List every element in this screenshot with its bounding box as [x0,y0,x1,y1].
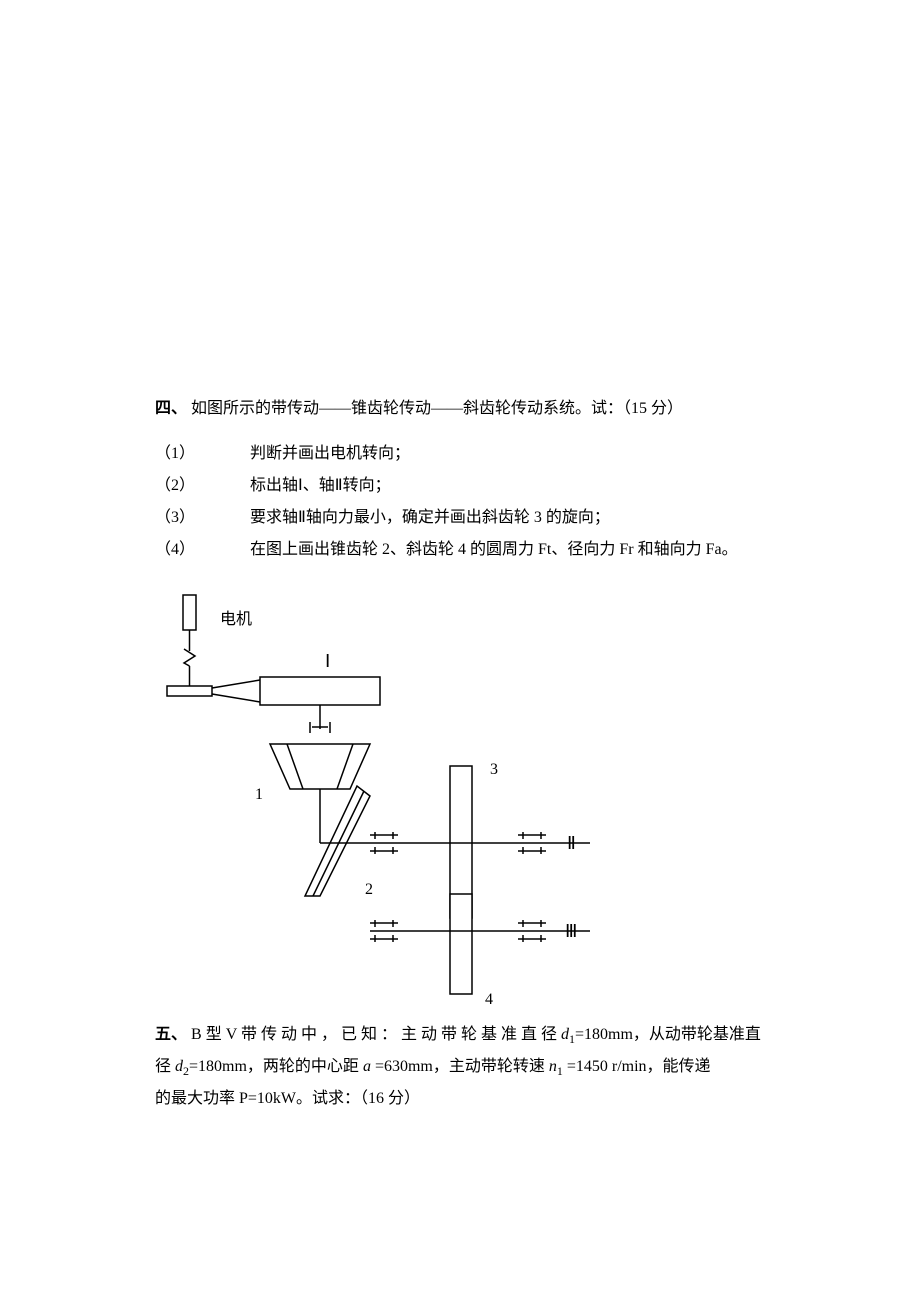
var-d1: d [561,1026,569,1043]
label-shaft3: Ⅲ [565,921,577,942]
q4-items: （1） 判断并画出电机转向； （2） 标出轴Ⅰ、轴Ⅱ转向； （3） 要求轴Ⅱ轴向… [155,438,800,566]
transmission-diagram: 电机 Ⅰ 1 2 3 Ⅱ Ⅲ 4 [160,591,600,1011]
label-gear2: 2 [365,881,373,899]
q5-p2: =180mm，从动带轮基准直 [575,1026,761,1043]
q4-item-1: （1） 判断并画出电机转向； [155,438,800,470]
diagram-svg [160,591,600,1011]
item-text: 要求轴Ⅱ轴向力最小，确定并画出斜齿轮 3 的旋向； [250,502,800,534]
q4-title: 如图所示的带传动——锥齿轮传动——斜齿轮传动系统。试：（15 分） [187,400,683,417]
var-n: n [549,1058,557,1075]
label-gear3: 3 [490,761,498,779]
item-num: （3） [155,502,250,534]
label-gear4: 4 [485,991,493,1009]
item-num: （4） [155,534,250,566]
q5-p7: 的最大功率 P=10kW。试求：（16 分） [155,1090,420,1107]
q5-p3: 径 [155,1058,175,1075]
label-motor: 电机 [220,605,252,629]
item-num: （1） [155,438,250,470]
var-d2: d [175,1058,183,1075]
q5: 五、 B 型 V 带 传 动 中 ， 已 知 ： 主 动 带 轮 基 准 直 径… [155,1019,800,1115]
q5-p4: =180mm，两轮的中心距 [189,1058,363,1075]
q4-header: 四、 如图所示的带传动——锥齿轮传动——斜齿轮传动系统。试：（15 分） [155,395,800,424]
item-num: （2） [155,470,250,502]
q5-number: 五、 [155,1026,187,1043]
label-shaft2: Ⅱ [567,833,576,854]
label-shaft1: Ⅰ [325,651,330,672]
q5-p1: B 型 V 带 传 动 中 ， 已 知 ： 主 动 带 轮 基 准 直 径 [187,1026,561,1043]
q4-item-2: （2） 标出轴Ⅰ、轴Ⅱ转向； [155,470,800,502]
item-text: 在图上画出锥齿轮 2、斜齿轮 4 的圆周力 Ft、径向力 Fr 和轴向力 Fa。 [250,534,800,566]
q5-p6: =1450 r/min，能传递 [563,1058,711,1075]
q4-item-4: （4） 在图上画出锥齿轮 2、斜齿轮 4 的圆周力 Ft、径向力 Fr 和轴向力… [155,534,800,566]
q4-number: 四、 [155,400,187,417]
label-gear1: 1 [255,786,263,804]
q4-item-3: （3） 要求轴Ⅱ轴向力最小，确定并画出斜齿轮 3 的旋向； [155,502,800,534]
var-a: a [363,1058,371,1075]
item-text: 判断并画出电机转向； [250,438,800,470]
q5-p5: =630mm，主动带轮转速 [371,1058,549,1075]
item-text: 标出轴Ⅰ、轴Ⅱ转向； [250,470,800,502]
